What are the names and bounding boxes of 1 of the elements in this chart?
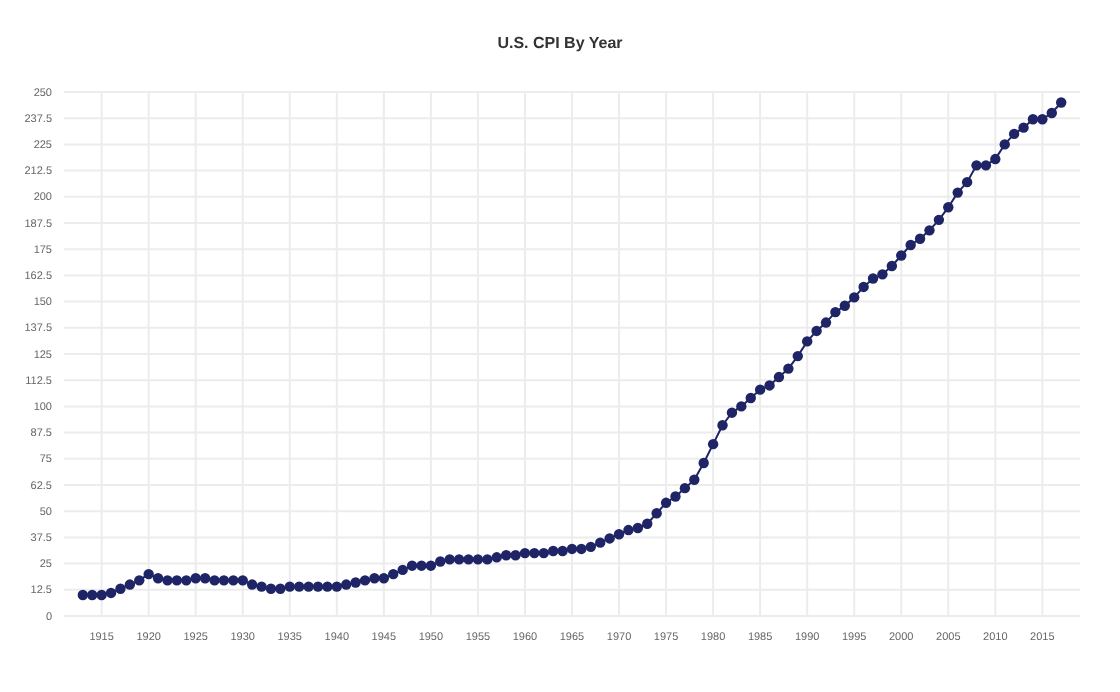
chart-title: U.S. CPI By Year — [497, 34, 623, 52]
